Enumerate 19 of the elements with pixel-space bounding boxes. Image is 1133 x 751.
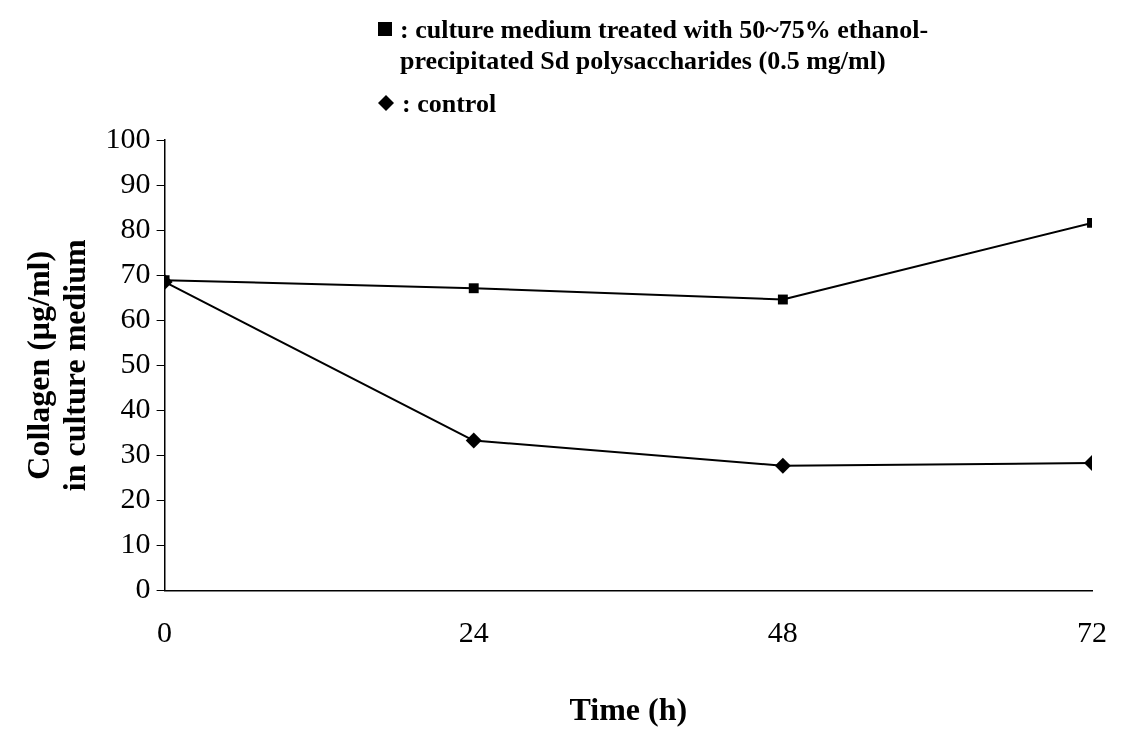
y-tick-label: 10 xyxy=(120,526,151,560)
x-axis-title: Time (h) xyxy=(569,691,688,728)
y-tick-label: 50 xyxy=(120,346,151,380)
legend-label: : control xyxy=(402,88,498,119)
y-tick-label: 90 xyxy=(120,165,151,199)
x-tick-label: 72 xyxy=(1077,615,1107,649)
x-tick-label: 0 xyxy=(157,615,173,649)
x-tick-label: 48 xyxy=(767,615,798,649)
x-tick-label: 24 xyxy=(458,615,489,649)
y-tick-label: 40 xyxy=(120,391,151,425)
y-tick-label: 70 xyxy=(120,256,151,290)
y-tick-label: 30 xyxy=(120,436,151,470)
y-tick-label: 100 xyxy=(105,120,151,154)
y-tick-label: 80 xyxy=(120,210,151,244)
y-tick-label: 60 xyxy=(120,301,151,335)
y-tick-label: 0 xyxy=(135,571,151,605)
y-axis-title: Collagen (μg/ml) in culture medium xyxy=(19,239,93,492)
legend-label: : culture medium treated with 50~75% ethanol-precipitated Sd polysaccharides (0.5 mg/ml) xyxy=(400,14,930,76)
y-tick-label: 20 xyxy=(120,481,151,515)
